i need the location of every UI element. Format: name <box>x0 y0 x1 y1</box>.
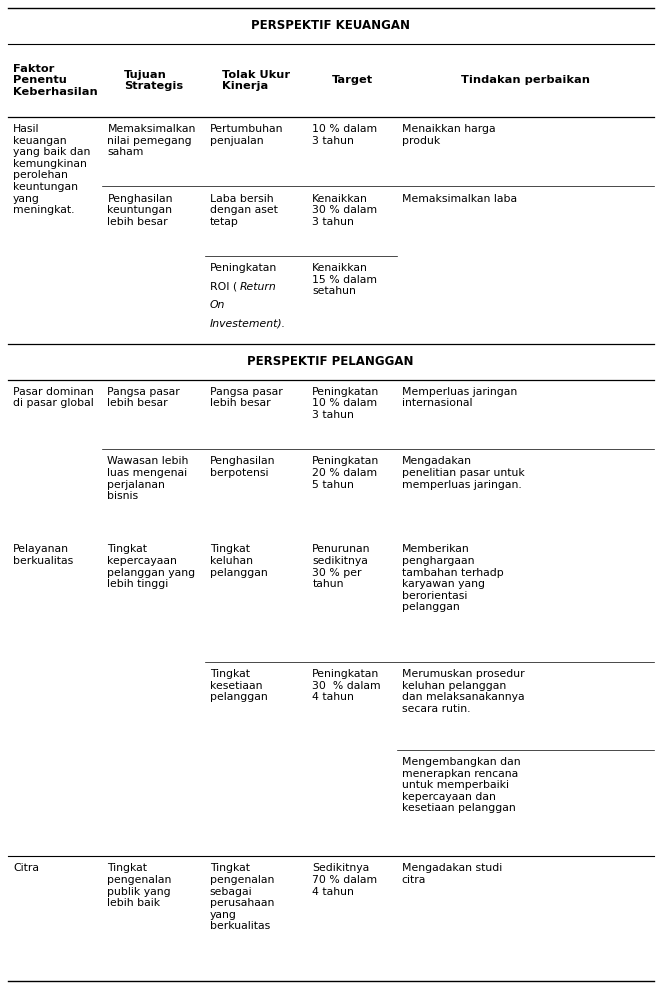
Text: Pertumbuhan
penjualan: Pertumbuhan penjualan <box>210 124 284 145</box>
Text: Target: Target <box>331 75 373 85</box>
Text: Tingkat
pengenalan
publik yang
lebih baik: Tingkat pengenalan publik yang lebih bai… <box>108 863 172 908</box>
Text: Peningkatan: Peningkatan <box>210 263 277 273</box>
Text: Penurunan
sedikitnya
30 % per
tahun: Penurunan sedikitnya 30 % per tahun <box>313 544 371 589</box>
Text: Wawasan lebih
luas mengenai
perjalanan
bisnis: Wawasan lebih luas mengenai perjalanan b… <box>108 456 189 501</box>
Text: PERSPEKTIF KEUANGAN: PERSPEKTIF KEUANGAN <box>251 20 410 33</box>
Text: Investement).: Investement). <box>210 318 286 328</box>
Text: Tingkat
pengenalan
sebagai
perusahaan
yang
berkualitas: Tingkat pengenalan sebagai perusahaan ya… <box>210 863 274 932</box>
Text: Tolak Ukur
Kinerja: Tolak Ukur Kinerja <box>222 69 290 91</box>
Text: Citra: Citra <box>13 863 39 873</box>
Text: Sedikitnya
70 % dalam
4 tahun: Sedikitnya 70 % dalam 4 tahun <box>313 863 377 897</box>
Text: Mengadakan studi
citra: Mengadakan studi citra <box>402 863 502 885</box>
Text: PERSPEKTIF PELANGGAN: PERSPEKTIF PELANGGAN <box>247 355 414 368</box>
Text: Kenaikkan
30 % dalam
3 tahun: Kenaikkan 30 % dalam 3 tahun <box>313 194 377 226</box>
Text: On: On <box>210 300 225 310</box>
Text: Merumuskan prosedur
keluhan pelanggan
dan melaksanakannya
secara rutin.: Merumuskan prosedur keluhan pelanggan da… <box>402 670 524 714</box>
Text: Tingkat
kesetiaan
pelanggan: Tingkat kesetiaan pelanggan <box>210 670 268 702</box>
Text: Memperluas jaringan
internasional: Memperluas jaringan internasional <box>402 387 517 408</box>
Text: Memaksimalkan laba: Memaksimalkan laba <box>402 194 517 204</box>
Text: Hasil
keuangan
yang baik dan
kemungkinan
perolehan
keuntungan
yang
meningkat.: Hasil keuangan yang baik dan kemungkinan… <box>13 124 91 216</box>
Text: Peningkatan
10 % dalam
3 tahun: Peningkatan 10 % dalam 3 tahun <box>313 387 379 420</box>
Text: Tujuan
Strategis: Tujuan Strategis <box>124 69 183 91</box>
Text: Tindakan perbaikan: Tindakan perbaikan <box>461 75 590 85</box>
Text: Tingkat
kepercayaan
pelanggan yang
lebih tinggi: Tingkat kepercayaan pelanggan yang lebih… <box>108 544 196 589</box>
Text: Kenaikkan
15 % dalam
setahun: Kenaikkan 15 % dalam setahun <box>313 263 377 297</box>
Text: Mengembangkan dan
menerapkan rencana
untuk memperbaiki
kepercayaan dan
kesetiaan: Mengembangkan dan menerapkan rencana unt… <box>402 757 520 813</box>
Text: Menaikkan harga
produk: Menaikkan harga produk <box>402 124 495 145</box>
Text: Return: Return <box>240 282 277 292</box>
Text: 10 % dalam
3 tahun: 10 % dalam 3 tahun <box>313 124 377 145</box>
Text: ROI (: ROI ( <box>210 282 237 292</box>
Text: Pelayanan
berkualitas: Pelayanan berkualitas <box>13 544 73 566</box>
Text: Mengadakan
penelitian pasar untuk
memperluas jaringan.: Mengadakan penelitian pasar untuk memper… <box>402 456 524 490</box>
Text: Pasar dominan
di pasar global: Pasar dominan di pasar global <box>13 387 94 408</box>
Text: Memaksimalkan
nilai pemegang
saham: Memaksimalkan nilai pemegang saham <box>108 124 196 157</box>
Text: Faktor
Penentu
Keberhasilan: Faktor Penentu Keberhasilan <box>13 63 98 97</box>
Text: Penghasilan
berpotensi: Penghasilan berpotensi <box>210 456 276 478</box>
Text: Memberikan
penghargaan
tambahan terhadp
karyawan yang
berorientasi
pelanggan: Memberikan penghargaan tambahan terhadp … <box>402 544 503 612</box>
Text: Tingkat
keluhan
pelanggan: Tingkat keluhan pelanggan <box>210 544 268 578</box>
Text: Peningkatan
20 % dalam
5 tahun: Peningkatan 20 % dalam 5 tahun <box>313 456 379 490</box>
Text: Peningkatan
30  % dalam
4 tahun: Peningkatan 30 % dalam 4 tahun <box>313 670 381 702</box>
Text: Laba bersih
dengan aset
tetap: Laba bersih dengan aset tetap <box>210 194 278 226</box>
Text: Pangsa pasar
lebih besar: Pangsa pasar lebih besar <box>210 387 283 408</box>
Text: Penghasilan
keuntungan
lebih besar: Penghasilan keuntungan lebih besar <box>108 194 173 226</box>
Text: Pangsa pasar
lebih besar: Pangsa pasar lebih besar <box>108 387 180 408</box>
